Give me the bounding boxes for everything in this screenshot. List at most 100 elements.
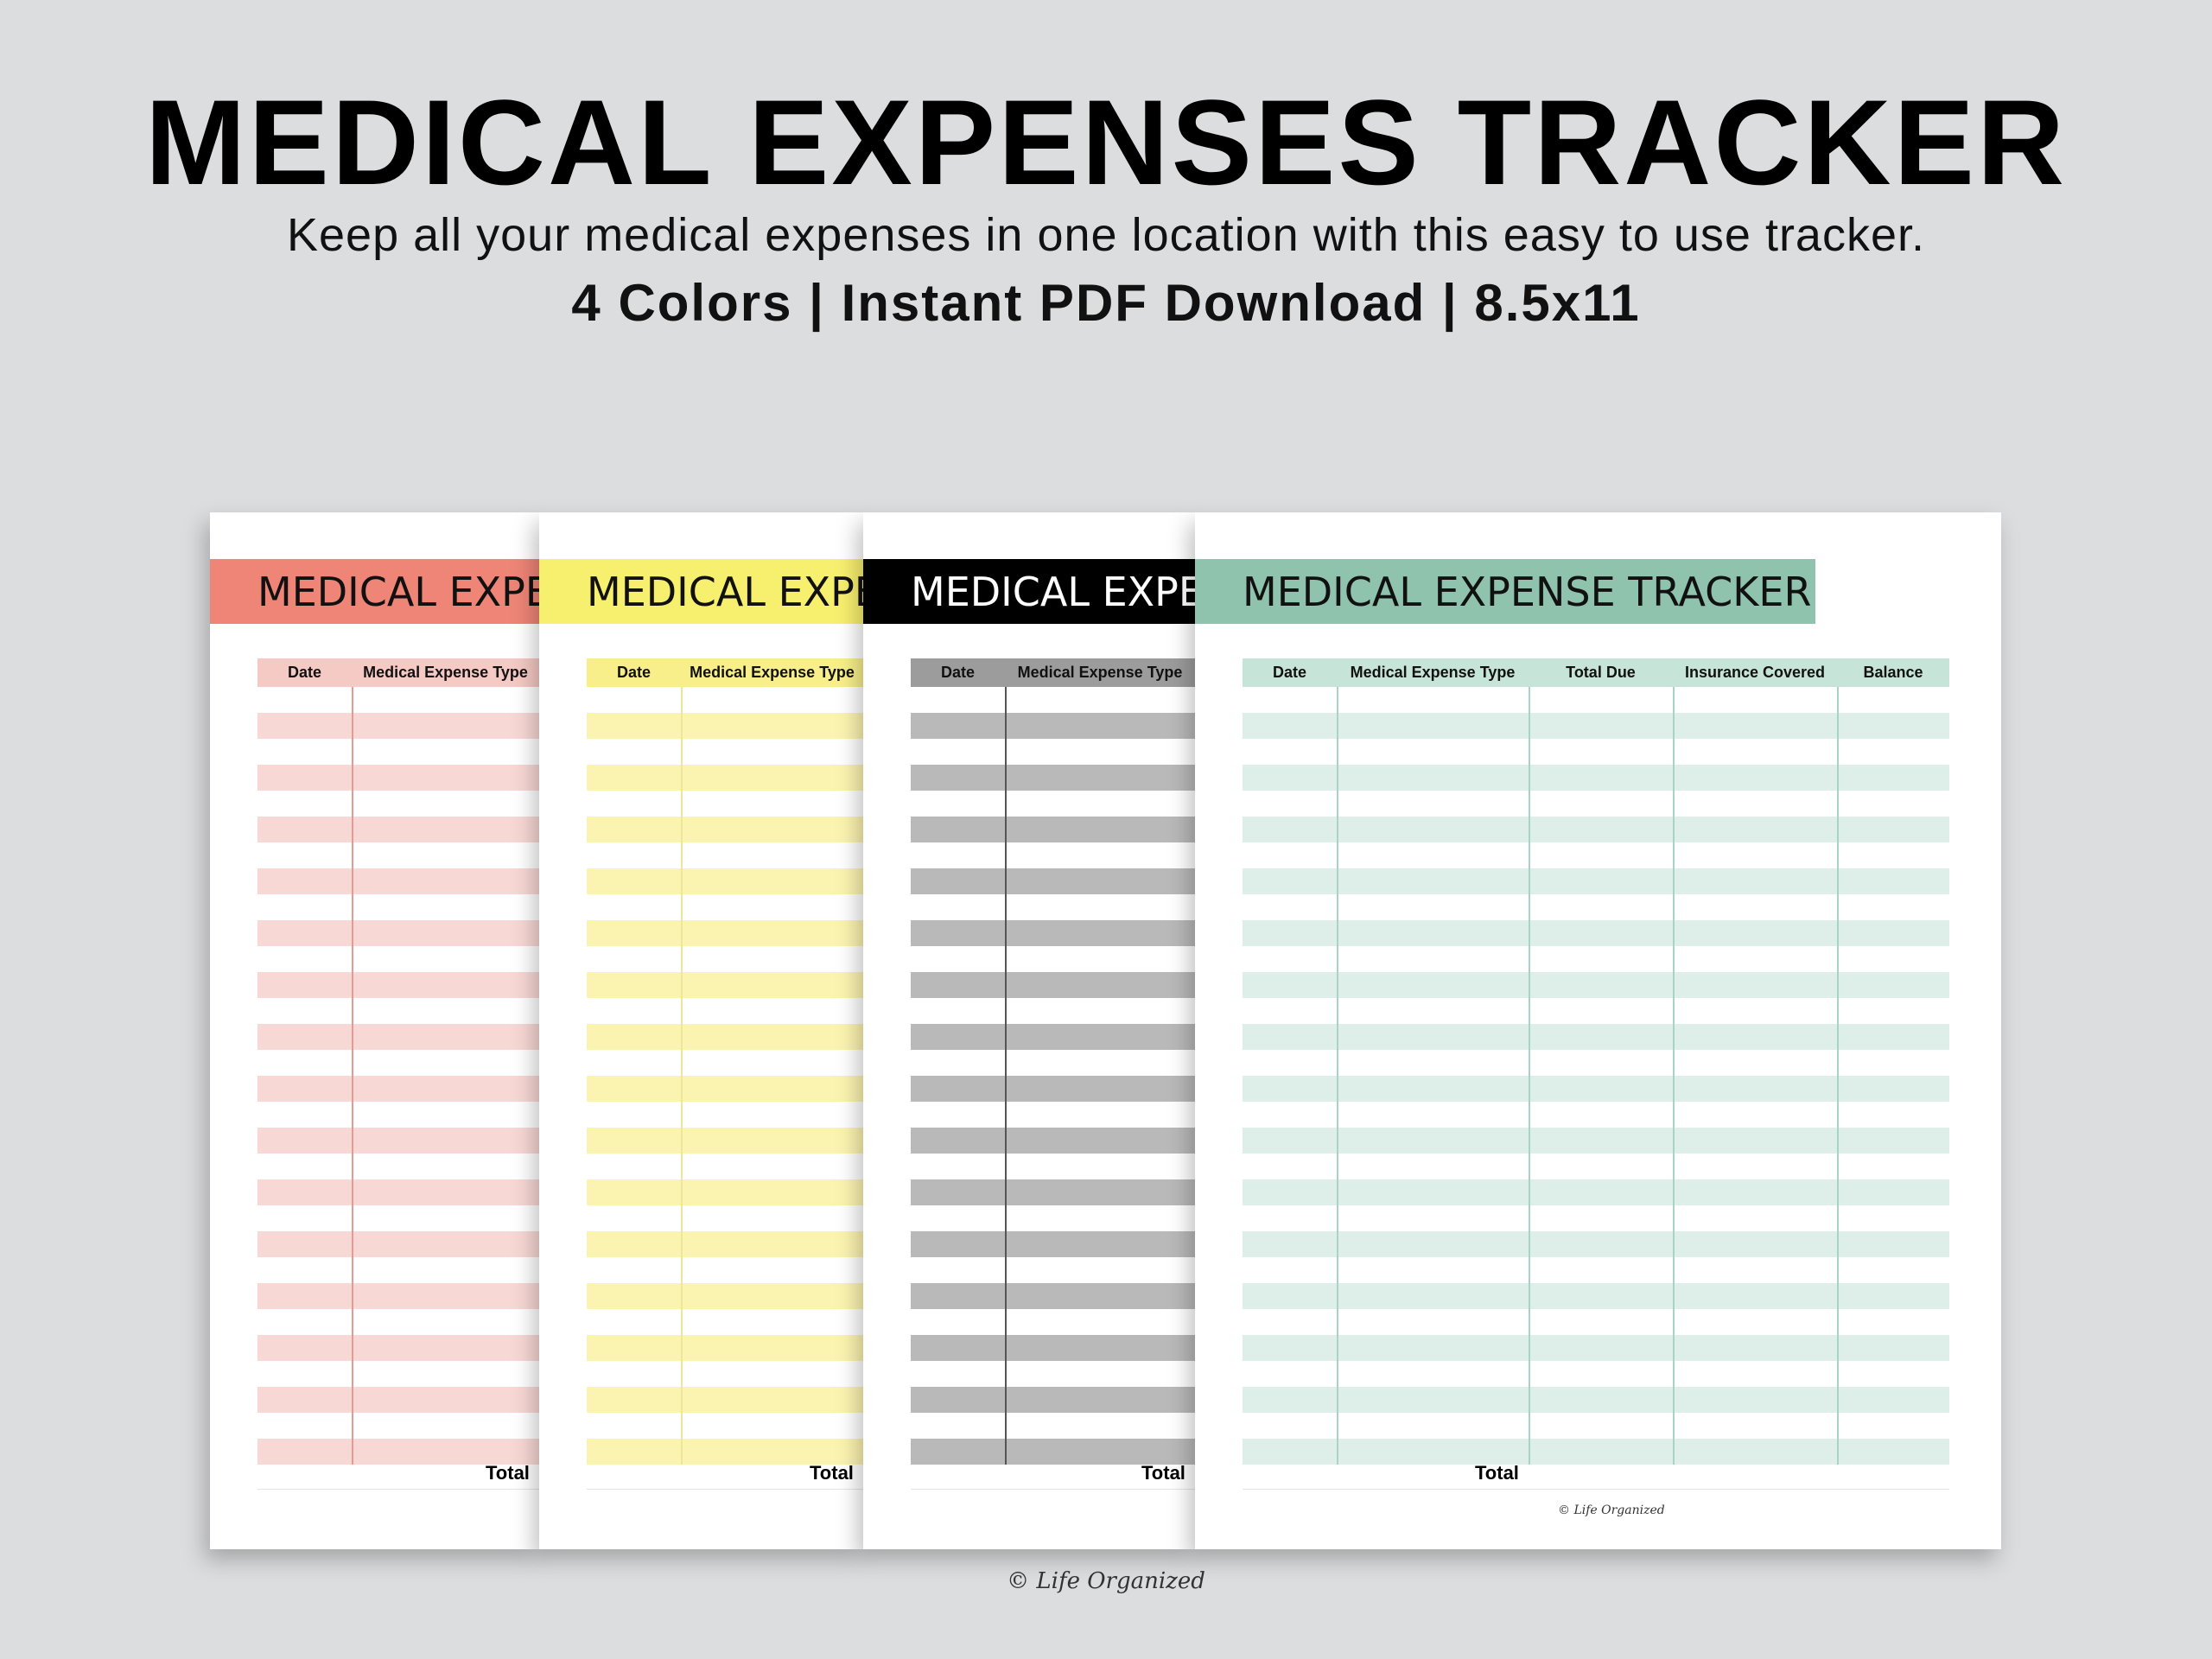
table-row[interactable] [1243, 1050, 1949, 1076]
table-row[interactable] [257, 1413, 539, 1439]
table-row[interactable] [1243, 1387, 1949, 1413]
table-row[interactable] [1243, 1205, 1949, 1231]
table-row[interactable] [1243, 687, 1949, 713]
table-row[interactable] [587, 1335, 863, 1361]
table-row[interactable] [911, 739, 1195, 765]
table-row[interactable] [587, 817, 863, 842]
table-row[interactable] [587, 1102, 863, 1128]
table-row[interactable] [911, 946, 1195, 972]
table-row[interactable] [1243, 868, 1949, 894]
table-row[interactable] [257, 842, 539, 868]
table-row[interactable] [587, 868, 863, 894]
table-row[interactable] [257, 1231, 539, 1257]
table-row[interactable] [257, 1387, 539, 1413]
table-row[interactable] [587, 713, 863, 739]
table-row[interactable] [587, 1439, 863, 1465]
table-row[interactable] [587, 1179, 863, 1205]
table-row[interactable] [257, 1283, 539, 1309]
table-row[interactable] [257, 1102, 539, 1128]
table-row[interactable] [1243, 791, 1949, 817]
table-row[interactable] [1243, 894, 1949, 920]
table-row[interactable] [587, 1361, 863, 1387]
table-row[interactable] [911, 1231, 1195, 1257]
table-row[interactable] [911, 1257, 1195, 1283]
table-row[interactable] [257, 1050, 539, 1076]
table-row[interactable] [911, 1361, 1195, 1387]
table-row[interactable] [257, 868, 539, 894]
table-row[interactable] [1243, 920, 1949, 946]
table-row[interactable] [1243, 1257, 1949, 1283]
table-row[interactable] [587, 1024, 863, 1050]
table-row[interactable] [1243, 1154, 1949, 1179]
table-row[interactable] [257, 1361, 539, 1387]
table-row[interactable] [257, 1024, 539, 1050]
table-row[interactable] [587, 1309, 863, 1335]
table-row[interactable] [911, 842, 1195, 868]
table-row[interactable] [911, 791, 1195, 817]
table-row[interactable] [587, 687, 863, 713]
table-row[interactable] [911, 687, 1195, 713]
table-row[interactable] [587, 946, 863, 972]
table-row[interactable] [911, 817, 1195, 842]
table-row[interactable] [257, 1309, 539, 1335]
table-row[interactable] [587, 1205, 863, 1231]
table-row[interactable] [911, 765, 1195, 791]
table-row[interactable] [1243, 1413, 1949, 1439]
table-row[interactable] [587, 894, 863, 920]
table-row[interactable] [911, 1439, 1195, 1465]
table-row[interactable] [1243, 1439, 1949, 1465]
table-row[interactable] [257, 1439, 539, 1465]
table-row[interactable] [1243, 713, 1949, 739]
table-row[interactable] [587, 765, 863, 791]
table-row[interactable] [1243, 946, 1949, 972]
table-row[interactable] [257, 713, 539, 739]
table-row[interactable] [1243, 1309, 1949, 1335]
table-row[interactable] [257, 1128, 539, 1154]
table-row[interactable] [257, 817, 539, 842]
table-row[interactable] [257, 920, 539, 946]
table-row[interactable] [587, 1413, 863, 1439]
table-row[interactable] [257, 1335, 539, 1361]
table-row[interactable] [587, 1154, 863, 1179]
table-row[interactable] [257, 998, 539, 1024]
table-row[interactable] [257, 765, 539, 791]
table-row[interactable] [587, 1076, 863, 1102]
table-row[interactable] [911, 1387, 1195, 1413]
table-row[interactable] [587, 1283, 863, 1309]
table-row[interactable] [911, 1283, 1195, 1309]
table-row[interactable] [1243, 1102, 1949, 1128]
table-row[interactable] [1243, 739, 1949, 765]
table-row[interactable] [587, 791, 863, 817]
table-row[interactable] [911, 1102, 1195, 1128]
table-row[interactable] [911, 972, 1195, 998]
table-row[interactable] [257, 1154, 539, 1179]
table-row[interactable] [587, 1231, 863, 1257]
table-row[interactable] [1243, 842, 1949, 868]
table-row[interactable] [257, 946, 539, 972]
table-row[interactable] [911, 1076, 1195, 1102]
table-row[interactable] [257, 739, 539, 765]
table-row[interactable] [587, 842, 863, 868]
table-row[interactable] [1243, 1076, 1949, 1102]
table-row[interactable] [587, 1128, 863, 1154]
table-row[interactable] [911, 1413, 1195, 1439]
table-row[interactable] [257, 1179, 539, 1205]
table-row[interactable] [911, 713, 1195, 739]
table-row[interactable] [911, 1179, 1195, 1205]
table-row[interactable] [1243, 1283, 1949, 1309]
table-row[interactable] [257, 894, 539, 920]
table-row[interactable] [587, 920, 863, 946]
table-row[interactable] [587, 998, 863, 1024]
table-row[interactable] [1243, 972, 1949, 998]
table-row[interactable] [911, 998, 1195, 1024]
table-row[interactable] [587, 739, 863, 765]
table-row[interactable] [1243, 1361, 1949, 1387]
table-row[interactable] [257, 972, 539, 998]
table-row[interactable] [257, 1205, 539, 1231]
table-row[interactable] [1243, 1335, 1949, 1361]
table-row[interactable] [1243, 1231, 1949, 1257]
table-row[interactable] [257, 687, 539, 713]
table-row[interactable] [911, 1154, 1195, 1179]
table-row[interactable] [587, 1257, 863, 1283]
table-row[interactable] [911, 894, 1195, 920]
